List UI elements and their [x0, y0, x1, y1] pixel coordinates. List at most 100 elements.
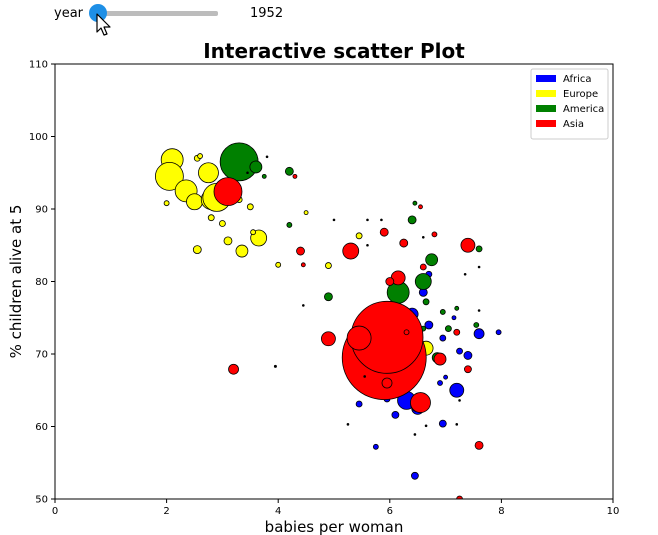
data-point[interactable] [261, 173, 267, 179]
data-point[interactable] [431, 231, 438, 238]
y-tick-label: 60 [35, 422, 48, 433]
data-point[interactable] [355, 400, 363, 408]
data-point[interactable] [273, 364, 277, 368]
data-point[interactable] [473, 328, 485, 340]
data-point[interactable] [463, 351, 473, 360]
data-point[interactable] [296, 246, 305, 256]
data-point[interactable] [246, 203, 254, 211]
data-point[interactable] [302, 304, 305, 307]
data-point[interactable] [346, 423, 350, 426]
data-point[interactable] [303, 210, 309, 216]
data-point[interactable] [439, 309, 446, 315]
data-point[interactable] [213, 177, 243, 207]
y-tick-label: 110 [29, 60, 48, 71]
data-point[interactable] [198, 162, 219, 184]
data-point[interactable] [275, 261, 282, 268]
data-point[interactable] [474, 440, 484, 450]
data-point[interactable] [443, 374, 449, 380]
data-point[interactable] [385, 277, 395, 286]
data-point[interactable] [300, 262, 306, 268]
data-point[interactable] [475, 245, 483, 253]
data-point[interactable] [284, 166, 294, 176]
data-point[interactable] [439, 334, 447, 342]
data-point[interactable] [444, 325, 452, 333]
data-point[interactable] [246, 171, 249, 175]
y-tick-label: 70 [35, 350, 48, 361]
data-point[interactable] [366, 218, 369, 222]
data-point[interactable] [458, 399, 461, 402]
data-point[interactable] [425, 253, 439, 267]
data-point[interactable] [192, 245, 202, 255]
legend-swatch [536, 105, 556, 112]
year-slider-track[interactable] [98, 11, 218, 16]
data-point[interactable] [477, 265, 481, 269]
data-point[interactable] [355, 232, 363, 240]
data-point[interactable] [197, 153, 203, 159]
legend-entry: Europe [563, 89, 598, 100]
data-point[interactable] [292, 173, 298, 179]
data-point[interactable] [325, 262, 332, 269]
year-slider-value: 1952 [250, 6, 284, 21]
data-point[interactable] [424, 320, 434, 330]
data-point[interactable] [235, 244, 249, 258]
data-point[interactable] [413, 433, 417, 436]
data-point[interactable] [403, 329, 410, 336]
data-point[interactable] [366, 243, 369, 247]
data-point[interactable] [412, 200, 418, 206]
data-point[interactable] [411, 471, 419, 480]
data-point[interactable] [414, 273, 432, 290]
data-point[interactable] [332, 218, 336, 222]
data-point[interactable] [453, 328, 461, 336]
data-point[interactable] [391, 410, 400, 419]
data-point[interactable] [399, 238, 409, 248]
data-point[interactable] [342, 242, 360, 260]
data-point[interactable] [424, 424, 428, 428]
data-point[interactable] [154, 161, 184, 191]
data-point[interactable] [186, 193, 203, 211]
data-point[interactable] [407, 215, 417, 225]
data-point[interactable] [438, 419, 447, 428]
data-point[interactable] [223, 236, 233, 246]
data-point[interactable] [433, 352, 447, 366]
legend-entry: Asia [563, 119, 584, 130]
data-point[interactable] [250, 229, 256, 236]
data-point[interactable] [163, 200, 170, 207]
data-point[interactable] [265, 155, 269, 159]
data-point[interactable] [422, 298, 430, 306]
data-point[interactable] [380, 218, 383, 222]
x-tick-label: 2 [163, 506, 169, 517]
data-point[interactable] [218, 220, 226, 227]
data-point[interactable] [207, 214, 215, 222]
data-point[interactable] [454, 305, 460, 311]
data-point[interactable] [455, 423, 459, 426]
data-point[interactable] [421, 235, 425, 239]
data-point[interactable] [456, 495, 463, 502]
data-point[interactable] [379, 227, 389, 237]
data-point[interactable] [346, 325, 372, 351]
data-point[interactable] [321, 331, 336, 347]
data-point[interactable] [324, 292, 333, 302]
data-point[interactable] [410, 392, 431, 413]
data-point[interactable] [495, 329, 502, 336]
data-point[interactable] [286, 222, 293, 228]
year-slider-thumb[interactable] [89, 4, 107, 22]
data-point[interactable] [249, 160, 263, 174]
data-point[interactable] [473, 322, 480, 328]
data-point[interactable] [456, 347, 463, 355]
data-point[interactable] [381, 377, 393, 389]
legend-swatch [536, 75, 556, 82]
data-point[interactable] [419, 263, 427, 271]
data-point[interactable] [363, 375, 366, 378]
legend-entry: America [563, 104, 604, 115]
x-axis-label: babies per woman [265, 518, 404, 535]
data-point[interactable] [463, 272, 467, 276]
data-point[interactable] [418, 204, 423, 210]
data-point[interactable] [460, 237, 476, 253]
data-point[interactable] [464, 365, 472, 374]
data-point[interactable] [437, 380, 443, 386]
data-point[interactable] [451, 315, 457, 321]
data-point[interactable] [477, 309, 481, 312]
data-point[interactable] [372, 443, 379, 450]
data-point[interactable] [449, 382, 465, 398]
data-point[interactable] [228, 363, 239, 375]
